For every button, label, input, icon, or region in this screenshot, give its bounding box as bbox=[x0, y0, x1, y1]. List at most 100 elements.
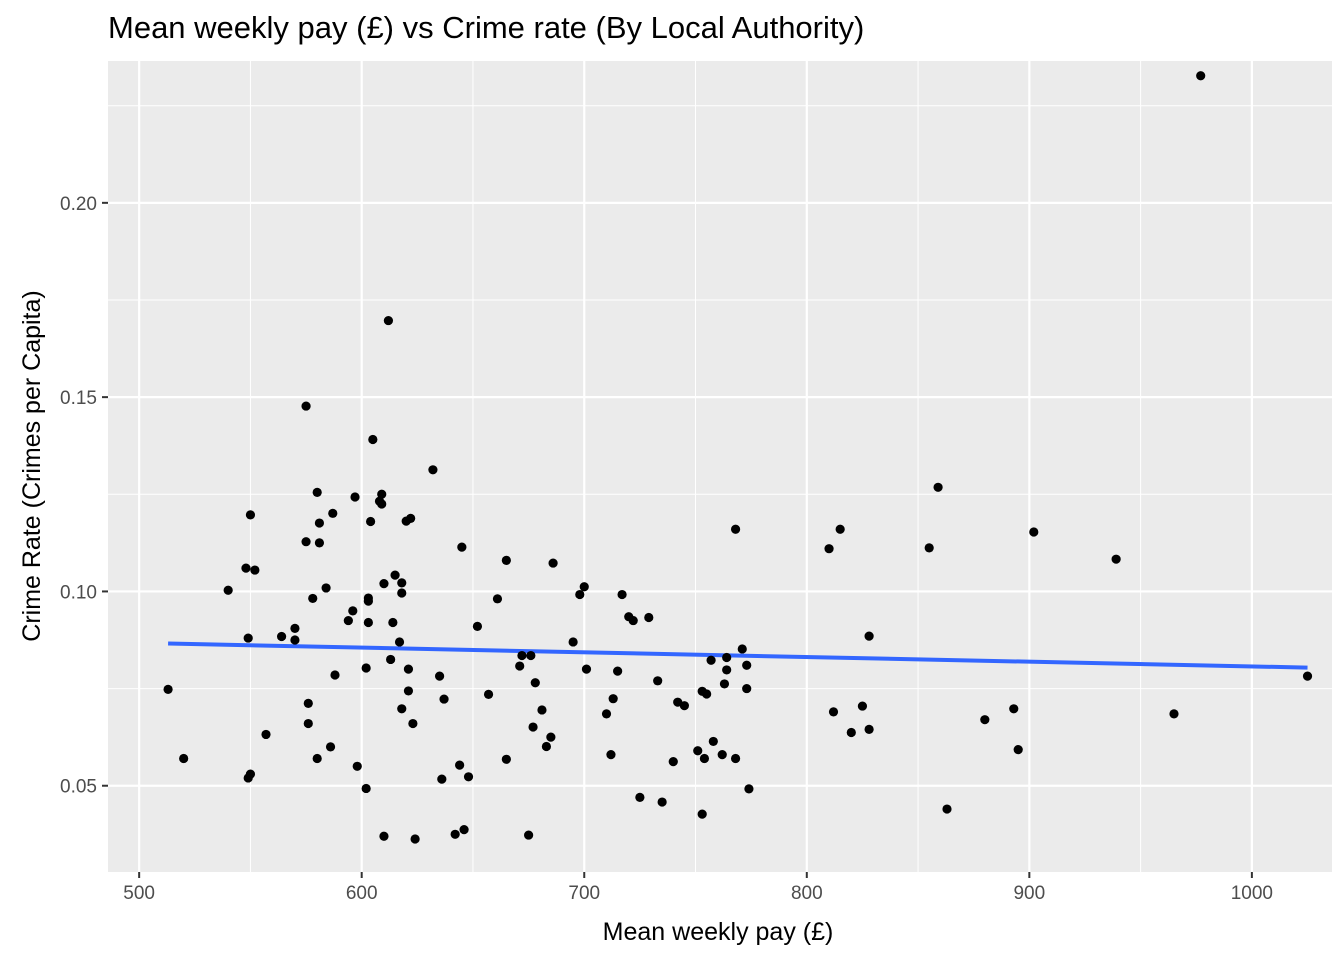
data-point bbox=[314, 538, 325, 548]
data-point bbox=[864, 631, 874, 641]
data-point bbox=[744, 784, 754, 794]
data-point bbox=[824, 544, 834, 554]
data-point bbox=[312, 487, 322, 497]
data-point bbox=[579, 582, 589, 592]
x-tick-label: 600 bbox=[346, 883, 378, 904]
data-point bbox=[1169, 709, 1179, 719]
data-point bbox=[276, 631, 287, 642]
data-point bbox=[459, 825, 469, 835]
data-point bbox=[693, 746, 703, 756]
data-point bbox=[1009, 704, 1019, 714]
data-point bbox=[457, 542, 467, 552]
data-point bbox=[434, 671, 445, 681]
data-point bbox=[526, 650, 536, 661]
data-point bbox=[403, 664, 414, 674]
data-point bbox=[361, 783, 371, 794]
data-point bbox=[730, 524, 741, 534]
data-point bbox=[472, 621, 483, 632]
y-tick-label: 0.10 bbox=[60, 582, 97, 603]
data-point bbox=[241, 563, 251, 573]
data-point bbox=[450, 829, 460, 839]
data-point bbox=[608, 694, 618, 704]
trend-line-group bbox=[168, 641, 1308, 670]
data-point bbox=[668, 757, 678, 767]
data-point bbox=[517, 650, 527, 661]
data-point bbox=[328, 508, 338, 518]
data-point bbox=[325, 742, 336, 752]
data-point bbox=[403, 686, 414, 696]
x-tick-label: 900 bbox=[1013, 883, 1045, 904]
data-point bbox=[363, 617, 373, 628]
data-point bbox=[737, 644, 747, 654]
data-point bbox=[245, 769, 256, 779]
data-point bbox=[483, 689, 494, 700]
data-point bbox=[397, 588, 407, 598]
x-tick-label: 800 bbox=[791, 883, 823, 904]
data-point bbox=[390, 570, 400, 580]
data-point bbox=[1111, 554, 1121, 564]
y-tick-label: 0.15 bbox=[60, 388, 97, 409]
data-point bbox=[864, 724, 874, 734]
data-point bbox=[377, 499, 387, 509]
data-point bbox=[717, 750, 727, 760]
data-point bbox=[408, 718, 418, 729]
minor-gridlines bbox=[108, 61, 1332, 872]
data-point bbox=[742, 683, 752, 694]
data-point bbox=[1013, 744, 1023, 755]
data-point bbox=[515, 661, 525, 671]
data-point bbox=[301, 537, 311, 547]
data-point bbox=[179, 753, 189, 764]
data-point bbox=[628, 615, 638, 626]
data-point bbox=[361, 663, 371, 673]
plot-panel bbox=[108, 61, 1332, 872]
major-gridlines bbox=[108, 61, 1332, 872]
data-point bbox=[541, 741, 552, 752]
data-point bbox=[1029, 527, 1039, 537]
data-point bbox=[410, 834, 420, 844]
data-point bbox=[290, 623, 300, 633]
data-point bbox=[314, 518, 325, 528]
data-point bbox=[383, 315, 394, 326]
data-point bbox=[303, 718, 313, 729]
data-point bbox=[379, 579, 389, 589]
data-point bbox=[644, 612, 654, 623]
data-point bbox=[348, 606, 358, 616]
data-point bbox=[290, 635, 300, 645]
data-point bbox=[699, 753, 710, 764]
data-point bbox=[719, 679, 730, 689]
y-tick-label: 0.05 bbox=[60, 777, 97, 798]
data-point bbox=[601, 709, 612, 719]
data-point bbox=[501, 754, 511, 764]
data-point bbox=[653, 676, 663, 686]
data-point bbox=[537, 705, 547, 715]
data-point bbox=[828, 707, 839, 717]
data-point bbox=[657, 797, 667, 807]
data-point bbox=[679, 701, 689, 711]
data-point bbox=[250, 565, 260, 575]
data-point bbox=[1302, 671, 1313, 681]
data-point bbox=[708, 736, 718, 747]
data-point bbox=[722, 665, 732, 675]
data-point bbox=[568, 637, 578, 647]
data-points bbox=[163, 71, 1313, 844]
data-point bbox=[455, 760, 465, 770]
data-point bbox=[635, 792, 645, 802]
data-point bbox=[501, 555, 511, 565]
data-point bbox=[924, 543, 934, 553]
data-point bbox=[697, 809, 707, 819]
data-point bbox=[163, 684, 173, 694]
data-point bbox=[261, 729, 271, 740]
x-tick-label: 700 bbox=[568, 883, 600, 904]
data-point bbox=[366, 516, 376, 527]
data-point bbox=[722, 652, 732, 663]
data-point bbox=[730, 753, 741, 764]
data-point bbox=[377, 489, 387, 499]
data-point bbox=[363, 596, 373, 606]
data-point bbox=[330, 670, 340, 680]
data-point bbox=[245, 510, 256, 520]
data-point bbox=[406, 513, 416, 523]
data-point bbox=[301, 401, 311, 411]
data-point bbox=[343, 615, 353, 626]
data-point bbox=[742, 660, 752, 670]
data-point bbox=[575, 589, 585, 600]
